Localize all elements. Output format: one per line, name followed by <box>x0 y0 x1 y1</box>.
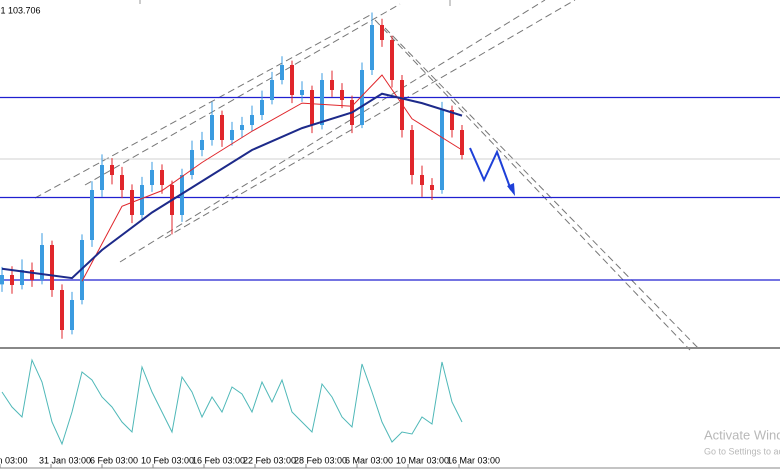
candle-body <box>340 90 344 100</box>
x-tick-label: 28 Feb 03:00 <box>294 455 347 465</box>
candle-body <box>360 70 364 125</box>
x-tick-label: Jan 03:00 <box>0 455 28 465</box>
candle-body <box>260 100 264 115</box>
x-tick-label: 6 Mar 03:00 <box>345 455 393 465</box>
chart-title: D1 103.706 <box>0 5 41 15</box>
candle-body <box>180 175 184 215</box>
candle-body <box>110 165 114 175</box>
channel-line <box>384 27 701 351</box>
x-tick-label: 6 Feb 03:00 <box>90 455 138 465</box>
candle-body <box>430 185 434 190</box>
candle-body <box>320 80 324 125</box>
channel-line <box>119 0 546 263</box>
candle-body <box>120 175 124 190</box>
moving-average <box>1 92 463 280</box>
candle-body <box>290 65 294 95</box>
candle-body <box>250 115 254 125</box>
candle-body <box>10 275 14 285</box>
candle-body <box>60 290 64 330</box>
candle-body <box>390 40 394 80</box>
candle-body <box>230 130 234 140</box>
candle-body <box>410 130 414 175</box>
x-tick-label: 31 Jan 03:00 <box>39 455 91 465</box>
watermark-title: Activate Windows <box>704 427 780 442</box>
x-tick-label: 10 Mar 03:00 <box>396 455 449 465</box>
candle-body <box>450 110 454 130</box>
candle-body <box>140 185 144 215</box>
x-tick-label: 22 Feb 03:00 <box>243 455 296 465</box>
candle-body <box>210 115 214 140</box>
arrow-head <box>507 183 515 196</box>
channel-line <box>34 13 373 199</box>
candle-body <box>330 80 334 90</box>
candle-body <box>310 90 314 125</box>
candle-body <box>20 270 24 285</box>
candle-body <box>280 65 284 80</box>
watermark-subtitle: Go to Settings to activate Windows. <box>704 446 780 456</box>
candle-body <box>270 80 274 100</box>
candle-body <box>420 175 424 185</box>
candle-body <box>100 165 104 190</box>
candle-body <box>90 190 94 240</box>
candle-body <box>240 125 244 130</box>
candle-body <box>70 300 74 330</box>
candle-body <box>460 130 464 155</box>
candle-body <box>160 170 164 185</box>
candle-body <box>300 90 304 95</box>
candle-body <box>440 110 444 190</box>
x-tick-label: 10 Feb 03:00 <box>141 455 194 465</box>
candle-body <box>380 25 384 40</box>
channel-lines <box>34 0 701 351</box>
channel-line <box>374 19 691 351</box>
candle-body <box>30 270 34 280</box>
x-tick-label: 16 Feb 03:00 <box>192 455 245 465</box>
candle-body <box>40 245 44 280</box>
candle-body <box>0 275 4 285</box>
channel-line <box>84 3 401 186</box>
oscillator-line <box>1 358 463 446</box>
candle-body <box>190 150 194 175</box>
forecast-arrow <box>469 147 512 191</box>
candle-body <box>220 115 224 140</box>
candle-body <box>200 140 204 150</box>
candle-body <box>50 245 54 290</box>
channel-line <box>164 0 576 239</box>
x-tick-label: 16 Mar 03:00 <box>447 455 500 465</box>
candle-body <box>150 170 154 185</box>
candle-body <box>370 25 374 70</box>
